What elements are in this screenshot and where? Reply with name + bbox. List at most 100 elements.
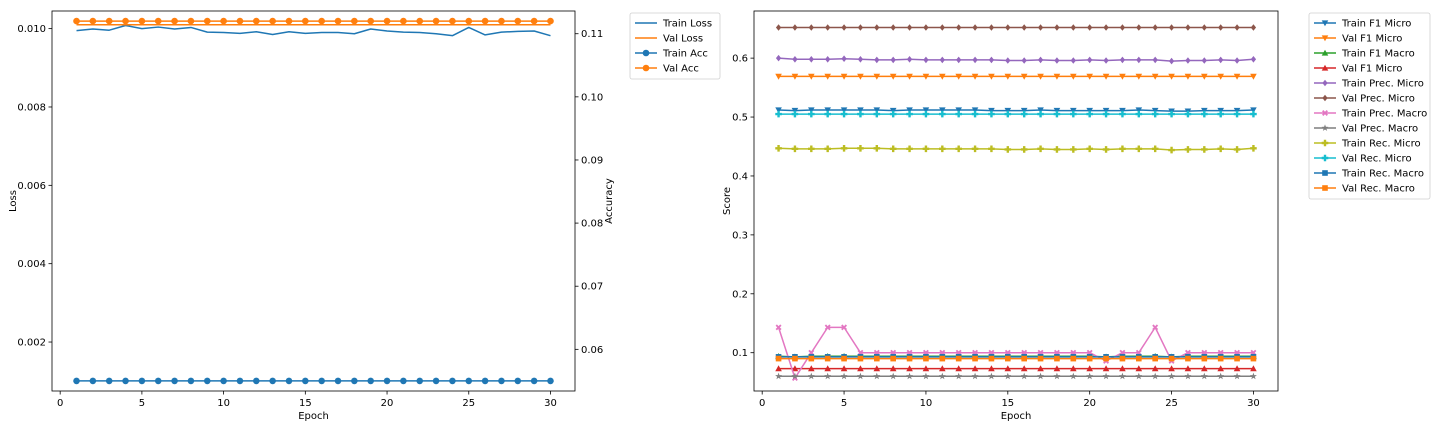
legend-item: Train Prec. Micro <box>1314 79 1424 90</box>
data-point <box>1135 372 1143 380</box>
data-point <box>955 110 962 118</box>
data-point <box>1119 365 1126 372</box>
legend-marker <box>1321 139 1329 147</box>
data-point <box>530 17 538 25</box>
data-point <box>824 107 831 114</box>
data-point <box>1086 145 1093 153</box>
data-point <box>302 377 309 385</box>
data-point <box>775 107 782 114</box>
data-point <box>824 324 831 331</box>
data-point <box>1217 365 1224 372</box>
data-point <box>939 110 946 118</box>
data-point <box>840 144 848 152</box>
data-point <box>1201 73 1208 80</box>
data-point <box>922 73 930 80</box>
data-point <box>873 73 881 80</box>
data-point <box>1217 73 1224 80</box>
data-point <box>1184 73 1192 80</box>
data-point <box>873 107 881 114</box>
data-point <box>775 73 782 80</box>
series-train-rec-micro <box>775 144 1257 154</box>
data-point <box>1053 372 1061 380</box>
data-point <box>775 24 782 31</box>
legend-marker <box>642 64 650 72</box>
data-point <box>889 145 897 153</box>
legend-item: Train Acc <box>635 49 708 60</box>
data-point <box>1086 355 1093 362</box>
data-point <box>1233 110 1241 118</box>
series-line <box>778 109 1254 112</box>
series-val-f1-micro <box>775 365 1257 372</box>
data-point <box>906 110 913 118</box>
data-point <box>318 17 325 25</box>
data-point <box>252 17 260 25</box>
data-point <box>1234 57 1240 64</box>
data-point <box>988 355 995 362</box>
data-point <box>1037 107 1044 114</box>
data-point <box>1004 110 1012 118</box>
data-point <box>906 24 913 31</box>
data-point <box>791 110 799 118</box>
legend-marker <box>1321 49 1329 56</box>
data-point <box>220 17 227 25</box>
data-point <box>808 56 814 63</box>
legend-label: Train Rec. Micro <box>1341 139 1421 150</box>
data-point <box>1102 365 1110 372</box>
data-point <box>1151 145 1159 153</box>
y-axis-label: Score <box>722 187 733 215</box>
data-point <box>857 73 864 80</box>
data-point <box>449 17 456 25</box>
data-point <box>105 17 113 25</box>
legend-label: Train Rec. Macro <box>1341 169 1424 180</box>
data-point <box>1184 110 1192 118</box>
legend-marker <box>1321 20 1329 27</box>
data-point <box>1037 372 1045 380</box>
data-point <box>1086 73 1093 80</box>
data-point <box>89 377 97 385</box>
data-point <box>1233 73 1241 80</box>
y-tick-label: 0.6 <box>732 54 748 65</box>
y2-tick-label: 0.09 <box>581 155 603 166</box>
data-point <box>874 56 880 64</box>
data-point <box>840 110 848 118</box>
legend-item: Val F1 Micro <box>1314 64 1402 75</box>
data-point <box>1185 355 1191 362</box>
data-point <box>481 17 489 25</box>
series-train-loss <box>76 24 551 37</box>
data-point <box>1102 110 1110 118</box>
legend-item: Train F1 Macro <box>1314 49 1415 60</box>
data-point <box>547 377 554 385</box>
series-val-f1-micro <box>775 73 1257 80</box>
data-point <box>1250 144 1257 152</box>
y-tick-label: 0.006 <box>17 181 46 192</box>
score-chart: 0 5 10 15 20 25 30 0.1 0.2 0.3 0.4 0.5 0.6 Epoch Score… <box>722 10 1431 422</box>
data-point <box>400 17 407 25</box>
data-point <box>187 17 195 25</box>
data-point <box>1103 57 1109 64</box>
axes-frame <box>51 10 576 392</box>
data-point <box>923 355 929 362</box>
data-point <box>791 145 799 153</box>
data-point <box>1118 372 1126 380</box>
data-point <box>922 365 930 372</box>
data-point <box>987 372 995 380</box>
data-point <box>1053 110 1061 118</box>
data-point <box>824 365 831 372</box>
data-point <box>367 377 375 385</box>
data-point <box>971 73 979 80</box>
data-point <box>824 73 831 80</box>
series-line <box>778 147 1254 151</box>
data-point <box>1233 372 1241 380</box>
data-point <box>514 17 522 25</box>
data-point <box>1069 372 1077 380</box>
data-point <box>1233 365 1241 372</box>
data-point <box>465 377 473 385</box>
data-point <box>808 365 815 372</box>
data-point <box>988 110 995 118</box>
data-point <box>906 372 914 380</box>
data-point <box>955 365 962 372</box>
data-point <box>1136 355 1142 362</box>
data-point <box>154 17 162 25</box>
data-point <box>1087 56 1093 64</box>
data-point <box>1201 365 1208 372</box>
